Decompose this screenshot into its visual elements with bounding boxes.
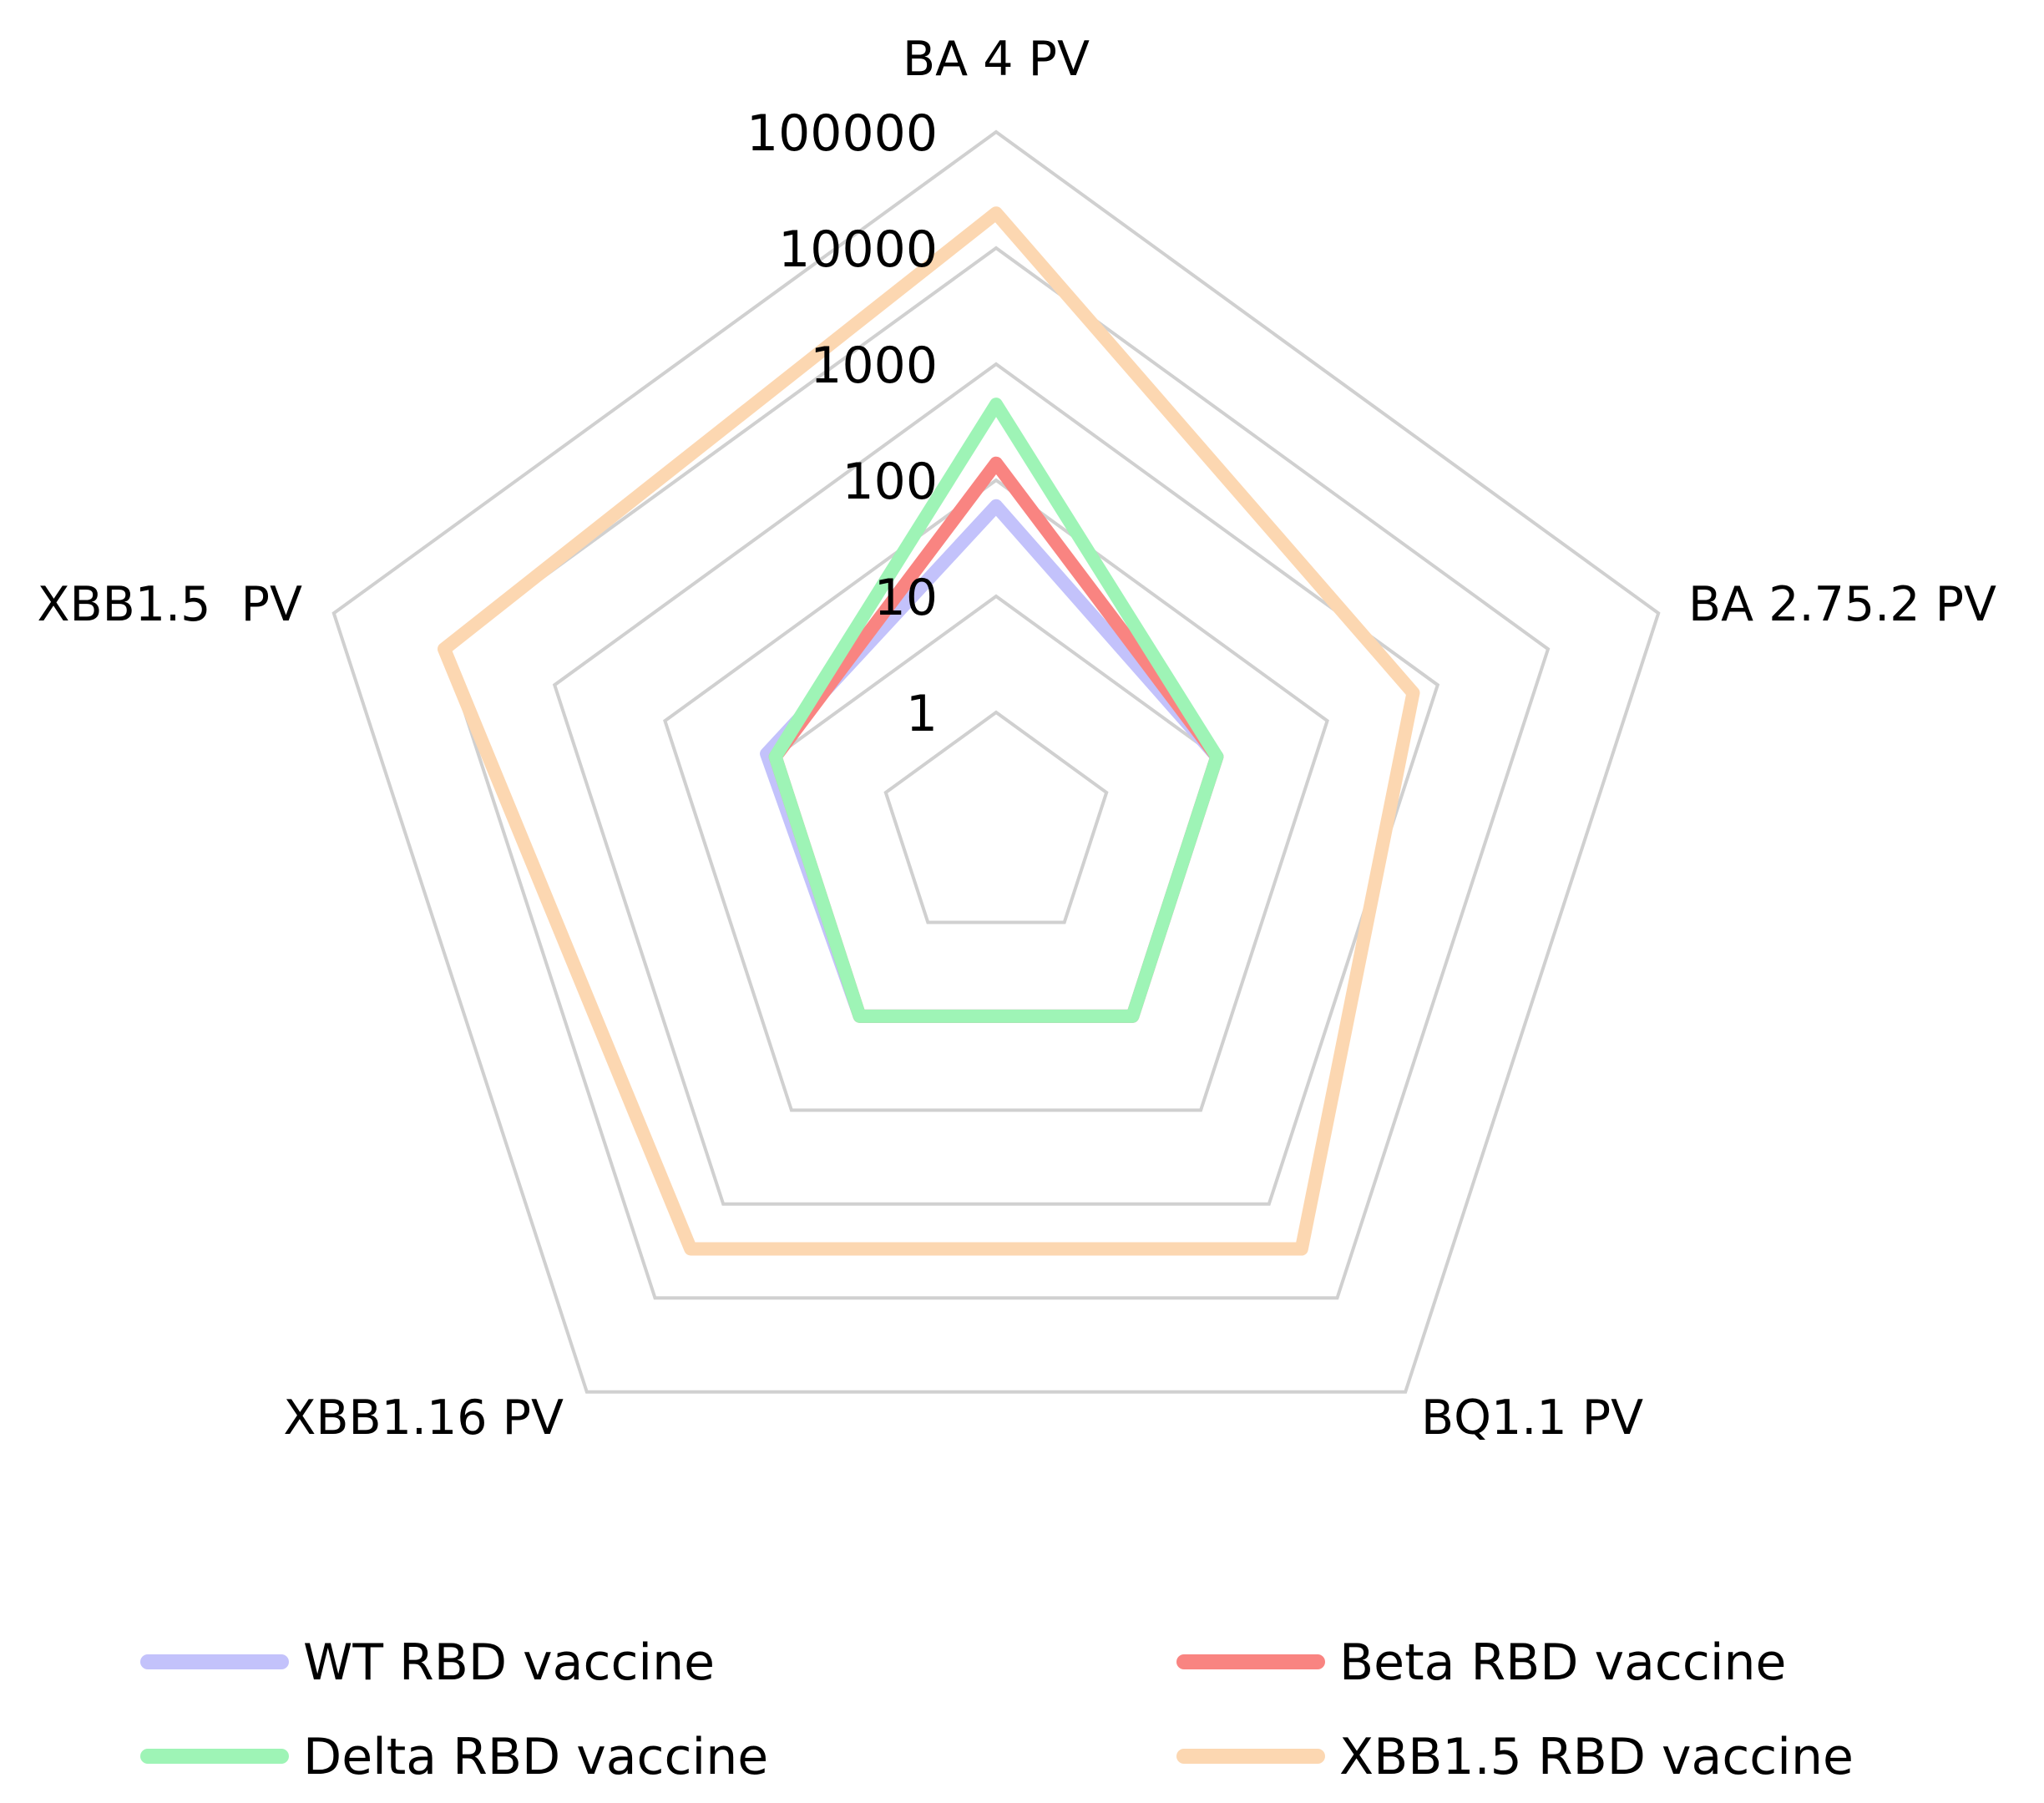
grid-ring-100000 <box>331 129 1661 1394</box>
axis-label: XBB1.16 PV <box>283 1390 564 1446</box>
legend-label: XBB1.5 RBD vaccine <box>1339 1728 1854 1786</box>
legend-item: Beta RBD vaccine <box>1176 1633 1786 1692</box>
tick-label: 1000 <box>810 337 938 395</box>
axis-label: XBB1.5 PV <box>37 577 302 632</box>
series-lines <box>438 206 1420 1256</box>
axis-labels: BA 4 PV BA 2.75.2 PV BQ1.1 PV XBB1.16 PV XBB… <box>37 32 1996 1446</box>
tick-label: 10000 <box>778 220 938 279</box>
legend-label: Delta RBD vaccine <box>303 1728 768 1786</box>
legend-item: Delta RBD vaccine <box>140 1728 768 1786</box>
legend-item: XBB1.5 RBD vaccine <box>1176 1728 1854 1786</box>
tick-label: 100 <box>842 453 938 511</box>
series-line-3 <box>768 398 1224 1023</box>
tick-label: 10 <box>874 569 938 627</box>
legend-label: Beta RBD vaccine <box>1339 1633 1786 1692</box>
axis-label: BA 2.75.2 PV <box>1688 577 1996 632</box>
tick-label: 100000 <box>746 104 938 163</box>
series-line-2 <box>768 456 1224 1023</box>
grid-ring-100 <box>663 478 1329 1112</box>
legend-item: WT RBD vaccine <box>140 1633 715 1692</box>
legend: WT RBD vaccine Beta RBD vaccine Delta RBD … <box>140 1633 1854 1786</box>
grid <box>331 129 1661 1394</box>
tick-label: 1 <box>906 685 938 743</box>
axis-label: BQ1.1 PV <box>1421 1390 1643 1446</box>
axis-label: BA 4 PV <box>903 32 1090 87</box>
legend-label: WT RBD vaccine <box>303 1633 715 1692</box>
grid-ring-1 <box>883 710 1109 924</box>
tick-labels: 1 10 100 1000 10000 100000 <box>746 104 938 743</box>
series-line-4 <box>438 206 1420 1256</box>
